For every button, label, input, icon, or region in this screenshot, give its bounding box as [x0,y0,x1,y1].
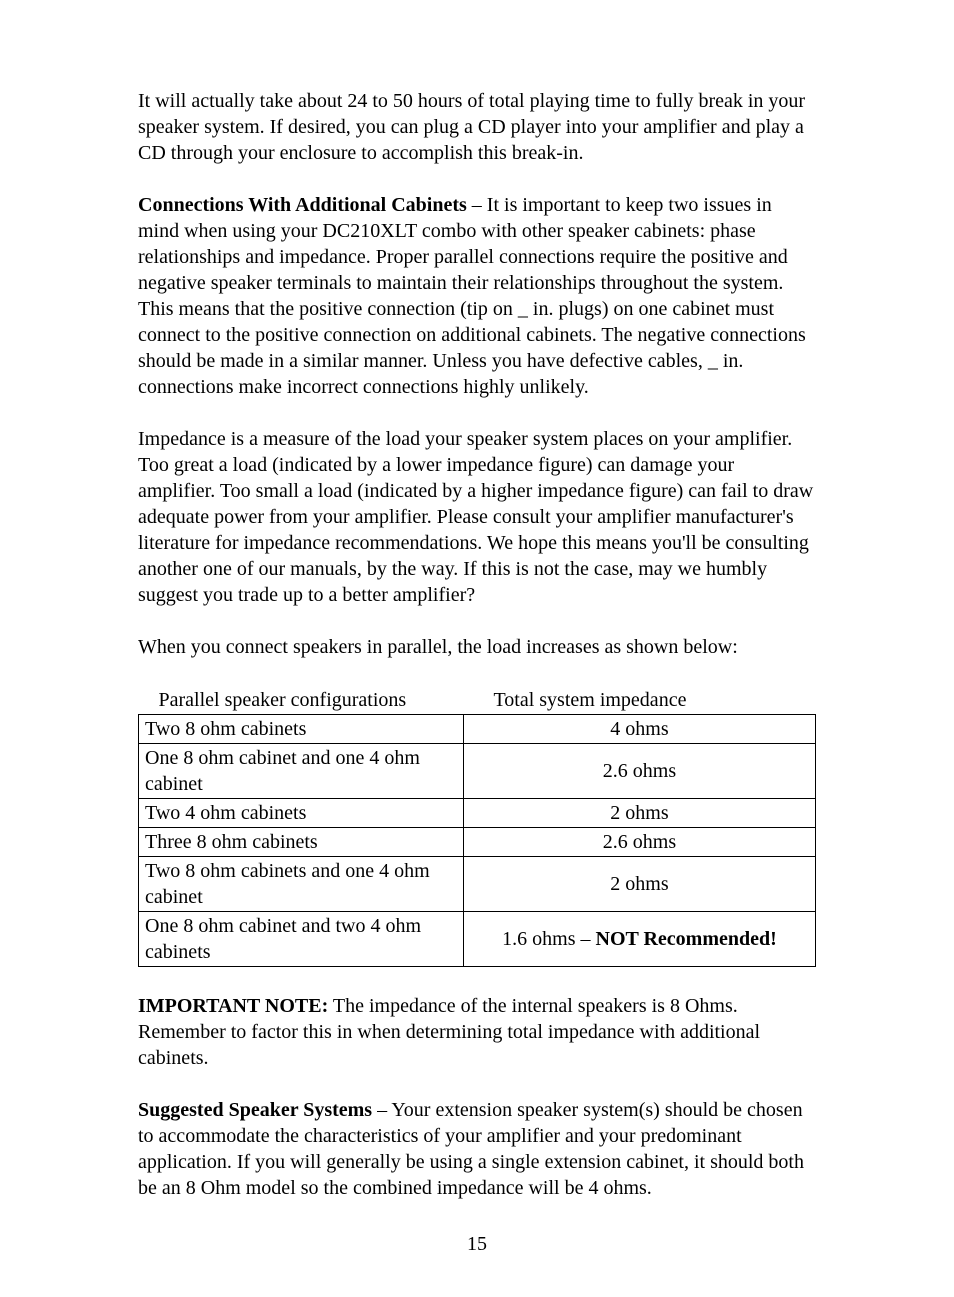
paragraph-impedance: Impedance is a measure of the load your … [138,426,816,608]
cell-config: Two 8 ohm cabinets and one 4 ohm cabinet [139,857,464,912]
cell-config: Two 8 ohm cabinets [139,715,464,744]
cell-config: One 8 ohm cabinet and two 4 ohm cabinets [139,912,464,967]
cell-impedance: 2 ohms [463,799,815,828]
cell-config: Two 4 ohm cabinets [139,799,464,828]
table-row: Two 8 ohm cabinets 4 ohms [139,715,816,744]
body-connections: – It is important to keep two issues in … [138,194,806,398]
paragraph-parallel-intro: When you connect speakers in parallel, t… [138,634,816,660]
table-header-impedance: Total system impedance [463,686,815,715]
cell-impedance: 2.6 ohms [463,744,815,799]
cell-config: One 8 ohm cabinet and one 4 ohm cabinet [139,744,464,799]
table-row: Two 8 ohm cabinets and one 4 ohm cabinet… [139,857,816,912]
heading-connections: Connections With Additional Cabinets [138,194,467,216]
table-row: Two 4 ohm cabinets 2 ohms [139,799,816,828]
cell-config: Three 8 ohm cabinets [139,828,464,857]
cell-impedance: 4 ohms [463,715,815,744]
table-row: One 8 ohm cabinet and one 4 ohm cabinet … [139,744,816,799]
table-row: Three 8 ohm cabinets 2.6 ohms [139,828,816,857]
paragraph-suggested-systems: Suggested Speaker Systems – Your extensi… [138,1097,816,1201]
table-row: One 8 ohm cabinet and two 4 ohm cabinets… [139,912,816,967]
heading-important-note: IMPORTANT NOTE: [138,995,328,1017]
heading-suggested-systems: Suggested Speaker Systems [138,1099,372,1121]
table-header-config: Parallel speaker configurations [139,686,464,715]
paragraph-connections: Connections With Additional Cabinets – I… [138,192,816,400]
cell-impedance: 1.6 ohms – NOT Recommended! [463,912,815,967]
cell-impedance: 2.6 ohms [463,828,815,857]
paragraph-important-note: IMPORTANT NOTE: The impedance of the int… [138,993,816,1071]
paragraph-intro: It will actually take about 24 to 50 hou… [138,88,816,166]
cell-impedance: 2 ohms [463,857,815,912]
impedance-table: Parallel speaker configurations Total sy… [138,686,816,967]
